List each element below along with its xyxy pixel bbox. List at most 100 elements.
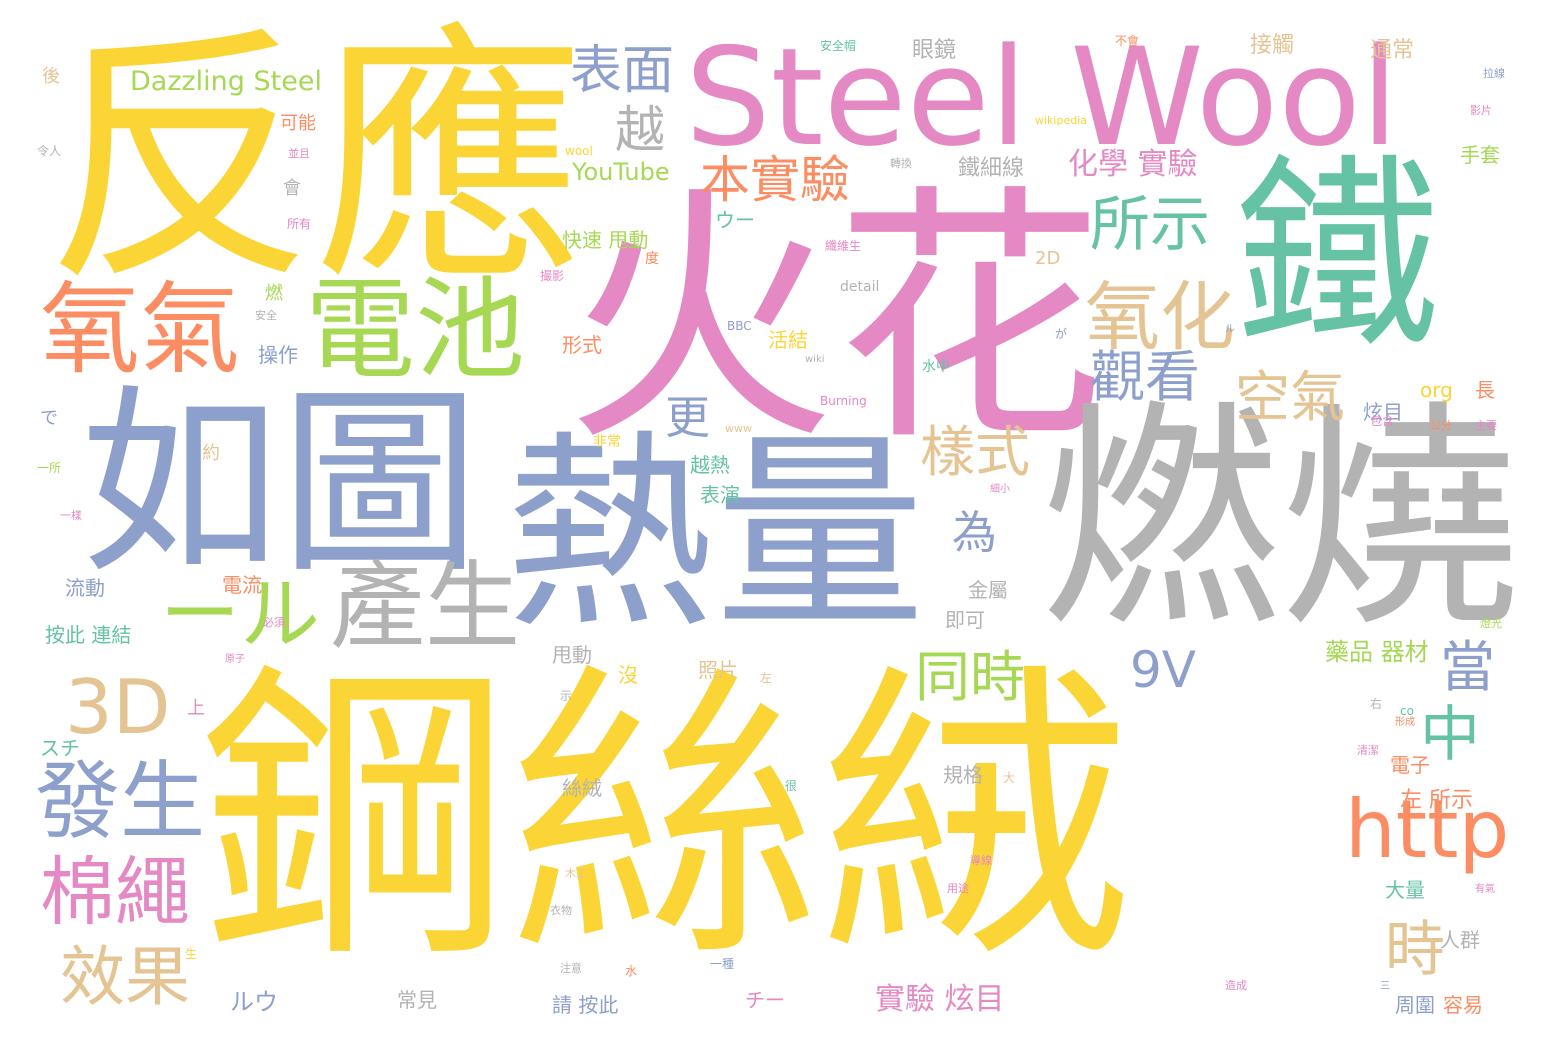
word: 並且 — [288, 147, 310, 160]
word: 金屬 — [968, 578, 1008, 602]
word: 生 — [185, 947, 198, 961]
word: が — [1055, 327, 1068, 341]
word: 水中 — [922, 359, 950, 375]
word: 炫目 — [1363, 400, 1403, 424]
word: 中 — [1420, 700, 1480, 770]
word: 導線 — [970, 854, 992, 867]
word: 轉換 — [890, 157, 912, 170]
word: 快速 甩動 — [562, 228, 649, 252]
word: 流動 — [65, 576, 105, 600]
word: 如圖 — [80, 368, 481, 601]
word: 樣式 — [920, 420, 1031, 484]
word: チー — [745, 988, 785, 1012]
word: 很 — [785, 779, 798, 793]
word: 可能 — [280, 113, 316, 134]
word: 眼鏡 — [912, 38, 957, 63]
word: 化學 實驗 — [1068, 147, 1198, 182]
word: 安全 — [255, 309, 277, 322]
word: 細小 — [990, 484, 1010, 495]
word: 活結 — [768, 328, 808, 352]
word: 一樣 — [60, 509, 82, 522]
word: 空氣 — [1235, 365, 1346, 429]
word: 形成 — [1395, 717, 1415, 728]
word: で — [40, 408, 58, 429]
word: 所示 — [1090, 190, 1210, 260]
word: 當 — [1440, 635, 1496, 699]
word: 大量 — [1385, 878, 1425, 902]
word: 一所 — [37, 461, 62, 475]
word: 效果 — [60, 940, 191, 1015]
word: 鐵 — [1235, 138, 1440, 376]
word: 藥品 器材 — [1325, 638, 1429, 666]
word: 氧化 — [1085, 273, 1236, 361]
word: 即可 — [945, 608, 985, 632]
word: 為 — [952, 506, 998, 559]
word: 電子 — [1390, 753, 1430, 777]
word: 左 — [760, 671, 773, 685]
word: 後 — [42, 66, 60, 87]
word: 注意 — [560, 962, 582, 975]
word: 不會 — [1115, 34, 1140, 48]
word: 通常 — [1370, 38, 1415, 63]
word: 絲絨 — [562, 776, 602, 800]
word: 熱量 — [505, 412, 926, 657]
word: 主要 — [1475, 419, 1497, 432]
word: ール — [160, 568, 320, 661]
word: Burning — [820, 394, 867, 408]
word: 2D — [1035, 248, 1061, 269]
word: 纖維生 — [825, 239, 862, 253]
word: 撮影 — [540, 269, 565, 283]
word: 非常 — [593, 434, 621, 450]
word: 接觸 — [1250, 33, 1295, 58]
word: 氧氣 — [40, 271, 240, 388]
word: 同時 — [915, 645, 1026, 709]
word: 甩動 — [552, 643, 592, 667]
word: 大 — [1003, 771, 1016, 785]
word: 電流 — [222, 573, 262, 597]
word: 三 — [1380, 981, 1390, 992]
word: 表面 — [570, 41, 675, 101]
word: 本實驗 — [700, 151, 850, 209]
word: 越熱 — [690, 453, 730, 477]
word: 右 — [1370, 697, 1383, 711]
word: 原子 — [225, 654, 245, 665]
word: 造成 — [1225, 979, 1247, 992]
word: 發生 — [35, 753, 206, 852]
word: 水 — [625, 964, 638, 978]
word: 棉繩 — [40, 848, 191, 936]
word: wiki — [805, 354, 825, 365]
word: 必須 — [263, 616, 285, 629]
word: 包含 — [1370, 414, 1395, 428]
word: 上 — [187, 698, 205, 719]
word: 周圍 — [1395, 993, 1435, 1017]
word: 所有 — [287, 217, 312, 231]
word: wool — [565, 144, 593, 158]
word: 實驗 炫目 — [875, 982, 1005, 1017]
word: 火花 — [565, 162, 1105, 477]
word: BBC — [727, 319, 752, 333]
word: 約 — [202, 443, 220, 464]
word: 按此 連結 — [45, 623, 132, 647]
word: 示 — [560, 689, 573, 703]
word: 燃燒 — [1040, 380, 1521, 660]
word: 手套 — [1460, 143, 1500, 167]
word: Steel Wool — [685, 19, 1399, 176]
word: 電池 — [305, 266, 525, 394]
word: 拉線 — [1483, 67, 1505, 80]
word: 燈光 — [1480, 617, 1502, 630]
word: ル — [1225, 324, 1235, 335]
word: 反應 — [45, 2, 585, 317]
word: 有氣 — [1475, 884, 1495, 895]
word: 操作 — [258, 343, 298, 367]
word: 令人 — [37, 144, 62, 158]
word: 越 — [615, 101, 665, 159]
word: 更 — [665, 391, 711, 444]
word: 公分 — [1430, 419, 1452, 432]
word: 形式 — [562, 333, 602, 357]
word: 會 — [283, 178, 301, 199]
word: 時 — [1385, 915, 1445, 985]
word: YouTube — [572, 158, 670, 186]
word: 安全帽 — [820, 39, 857, 53]
word: 容易 — [1443, 993, 1483, 1017]
